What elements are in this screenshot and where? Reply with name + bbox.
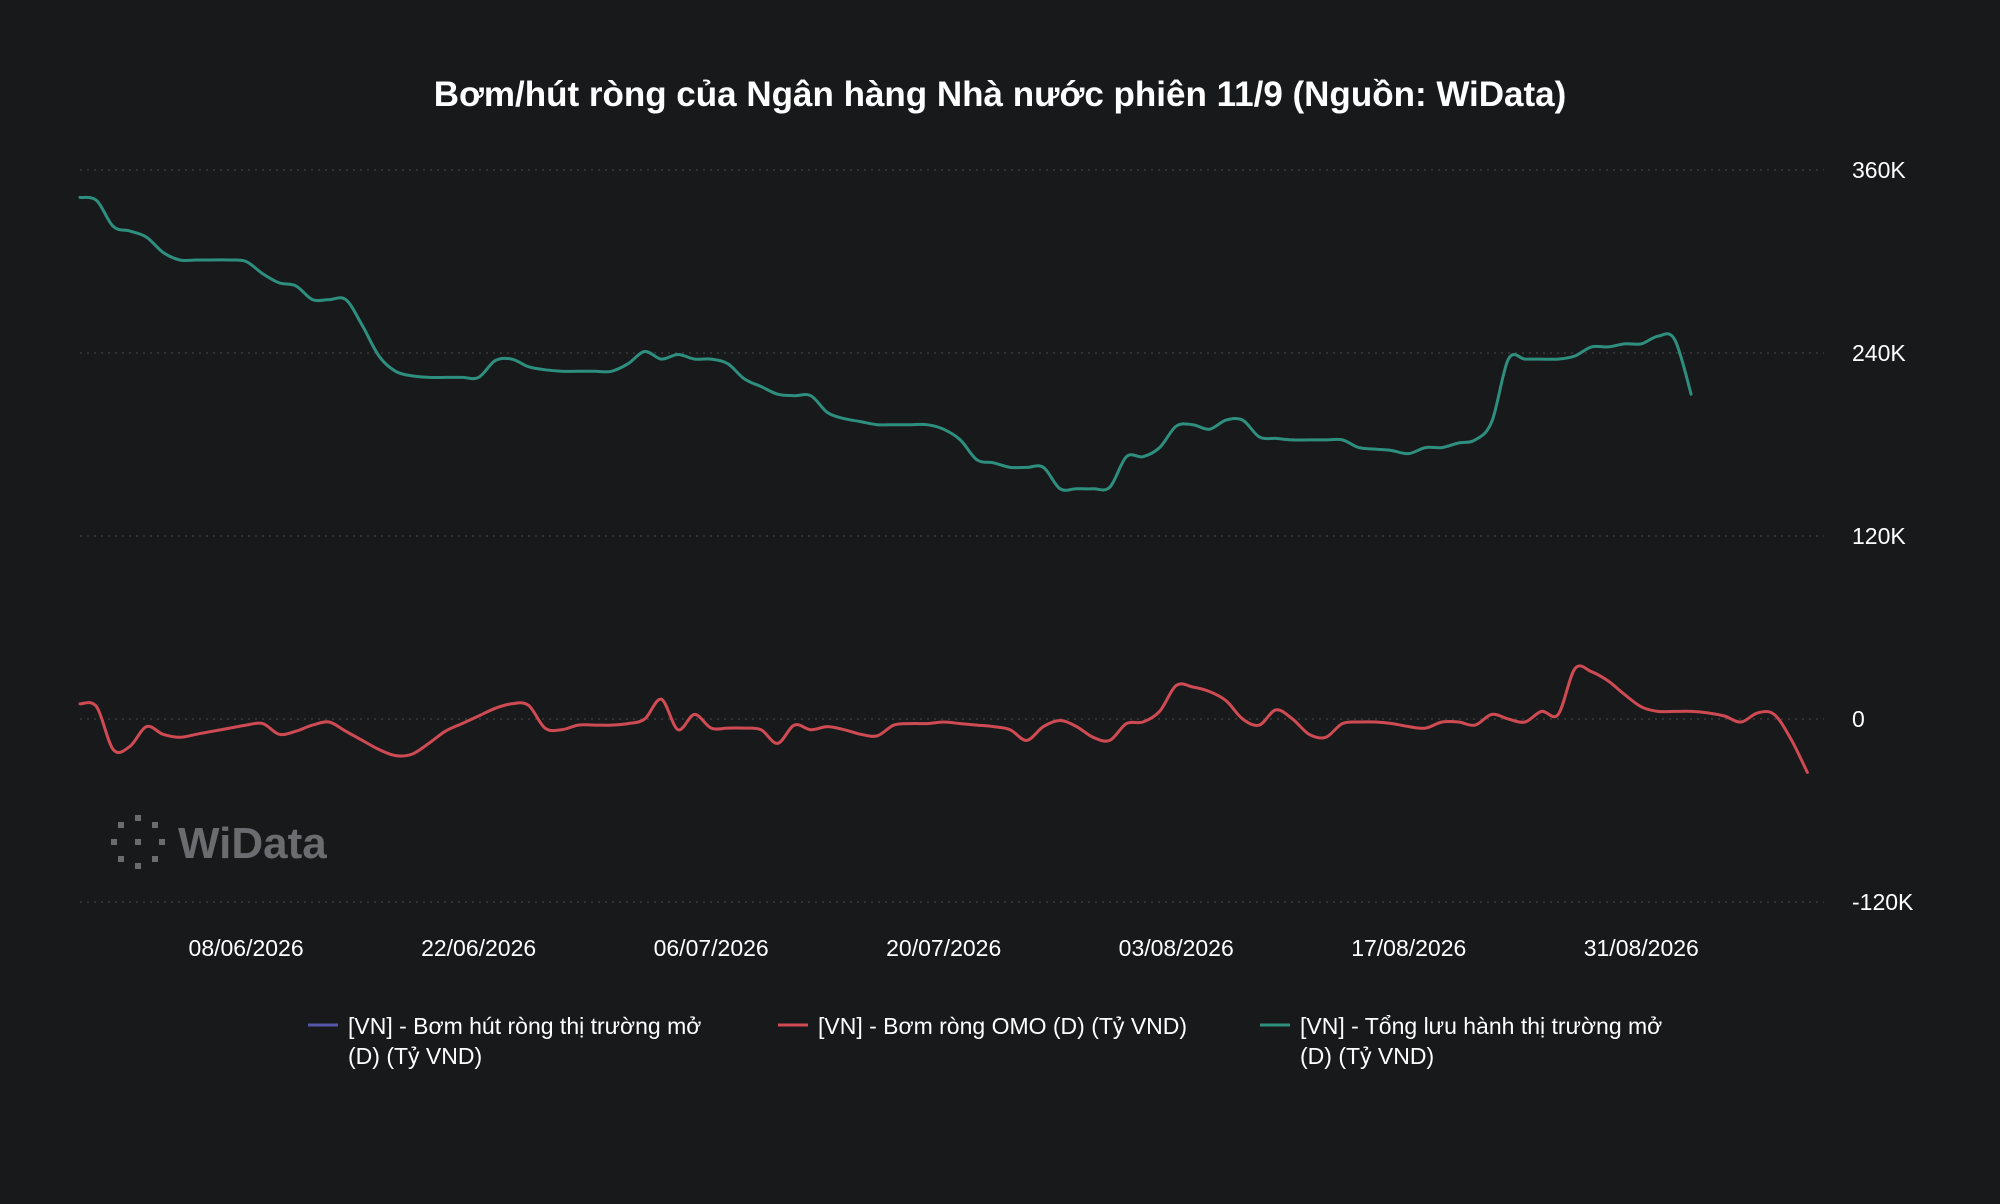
y-axis: 360K 240K 120K 0 -120K bbox=[1852, 157, 1914, 915]
legend-item-bom-hut-rong[interactable]: [VN] - Bơm hút ròng thị trường mở (D) (Tỷ… bbox=[308, 1013, 701, 1069]
plot-area bbox=[78, 195, 1809, 774]
x-tick-label: 20/07/2026 bbox=[886, 935, 1001, 961]
x-tick-label: 31/08/2026 bbox=[1584, 935, 1699, 961]
y-tick-label: 0 bbox=[1852, 706, 1865, 732]
y-tick-label: -120K bbox=[1852, 889, 1914, 915]
chart-title: Bơm/hút ròng của Ngân hàng Nhà nước phiê… bbox=[434, 75, 1567, 114]
x-axis: 08/06/2026 22/06/2026 06/07/2026 20/07/2026… bbox=[189, 935, 1699, 961]
legend-label: (D) (Tỷ VND) bbox=[1300, 1043, 1434, 1069]
x-tick-label: 17/08/2026 bbox=[1351, 935, 1466, 961]
series-line-tong-luu-hanh bbox=[78, 195, 1693, 492]
y-tick-label: 120K bbox=[1852, 523, 1906, 549]
widata-logo-icon bbox=[111, 815, 165, 869]
legend: [VN] - Bơm hút ròng thị trường mở (D) (Tỷ… bbox=[308, 1013, 1662, 1069]
y-tick-label: 240K bbox=[1852, 340, 1906, 366]
legend-label: [VN] - Bơm ròng OMO (D) (Tỷ VND) bbox=[818, 1013, 1187, 1039]
legend-label: [VN] - Tổng lưu hành thị trường mở bbox=[1300, 1013, 1662, 1039]
y-tick-label: 360K bbox=[1852, 157, 1906, 183]
legend-item-tong-luu-hanh[interactable]: [VN] - Tổng lưu hành thị trường mở (D) (… bbox=[1260, 1013, 1662, 1069]
x-tick-label: 22/06/2026 bbox=[421, 935, 536, 961]
watermark: WiData bbox=[111, 815, 327, 869]
x-tick-label: 06/07/2026 bbox=[654, 935, 769, 961]
grid bbox=[80, 169, 1824, 903]
x-tick-label: 08/06/2026 bbox=[189, 935, 304, 961]
watermark-text: WiData bbox=[178, 819, 327, 868]
x-tick-label: 03/08/2026 bbox=[1119, 935, 1234, 961]
legend-label: [VN] - Bơm hút ròng thị trường mở bbox=[348, 1013, 701, 1039]
legend-item-bom-rong-omo[interactable]: [VN] - Bơm ròng OMO (D) (Tỷ VND) bbox=[778, 1013, 1187, 1039]
series-line-bom-rong-omo bbox=[78, 664, 1809, 774]
legend-label: (D) (Tỷ VND) bbox=[348, 1043, 482, 1069]
